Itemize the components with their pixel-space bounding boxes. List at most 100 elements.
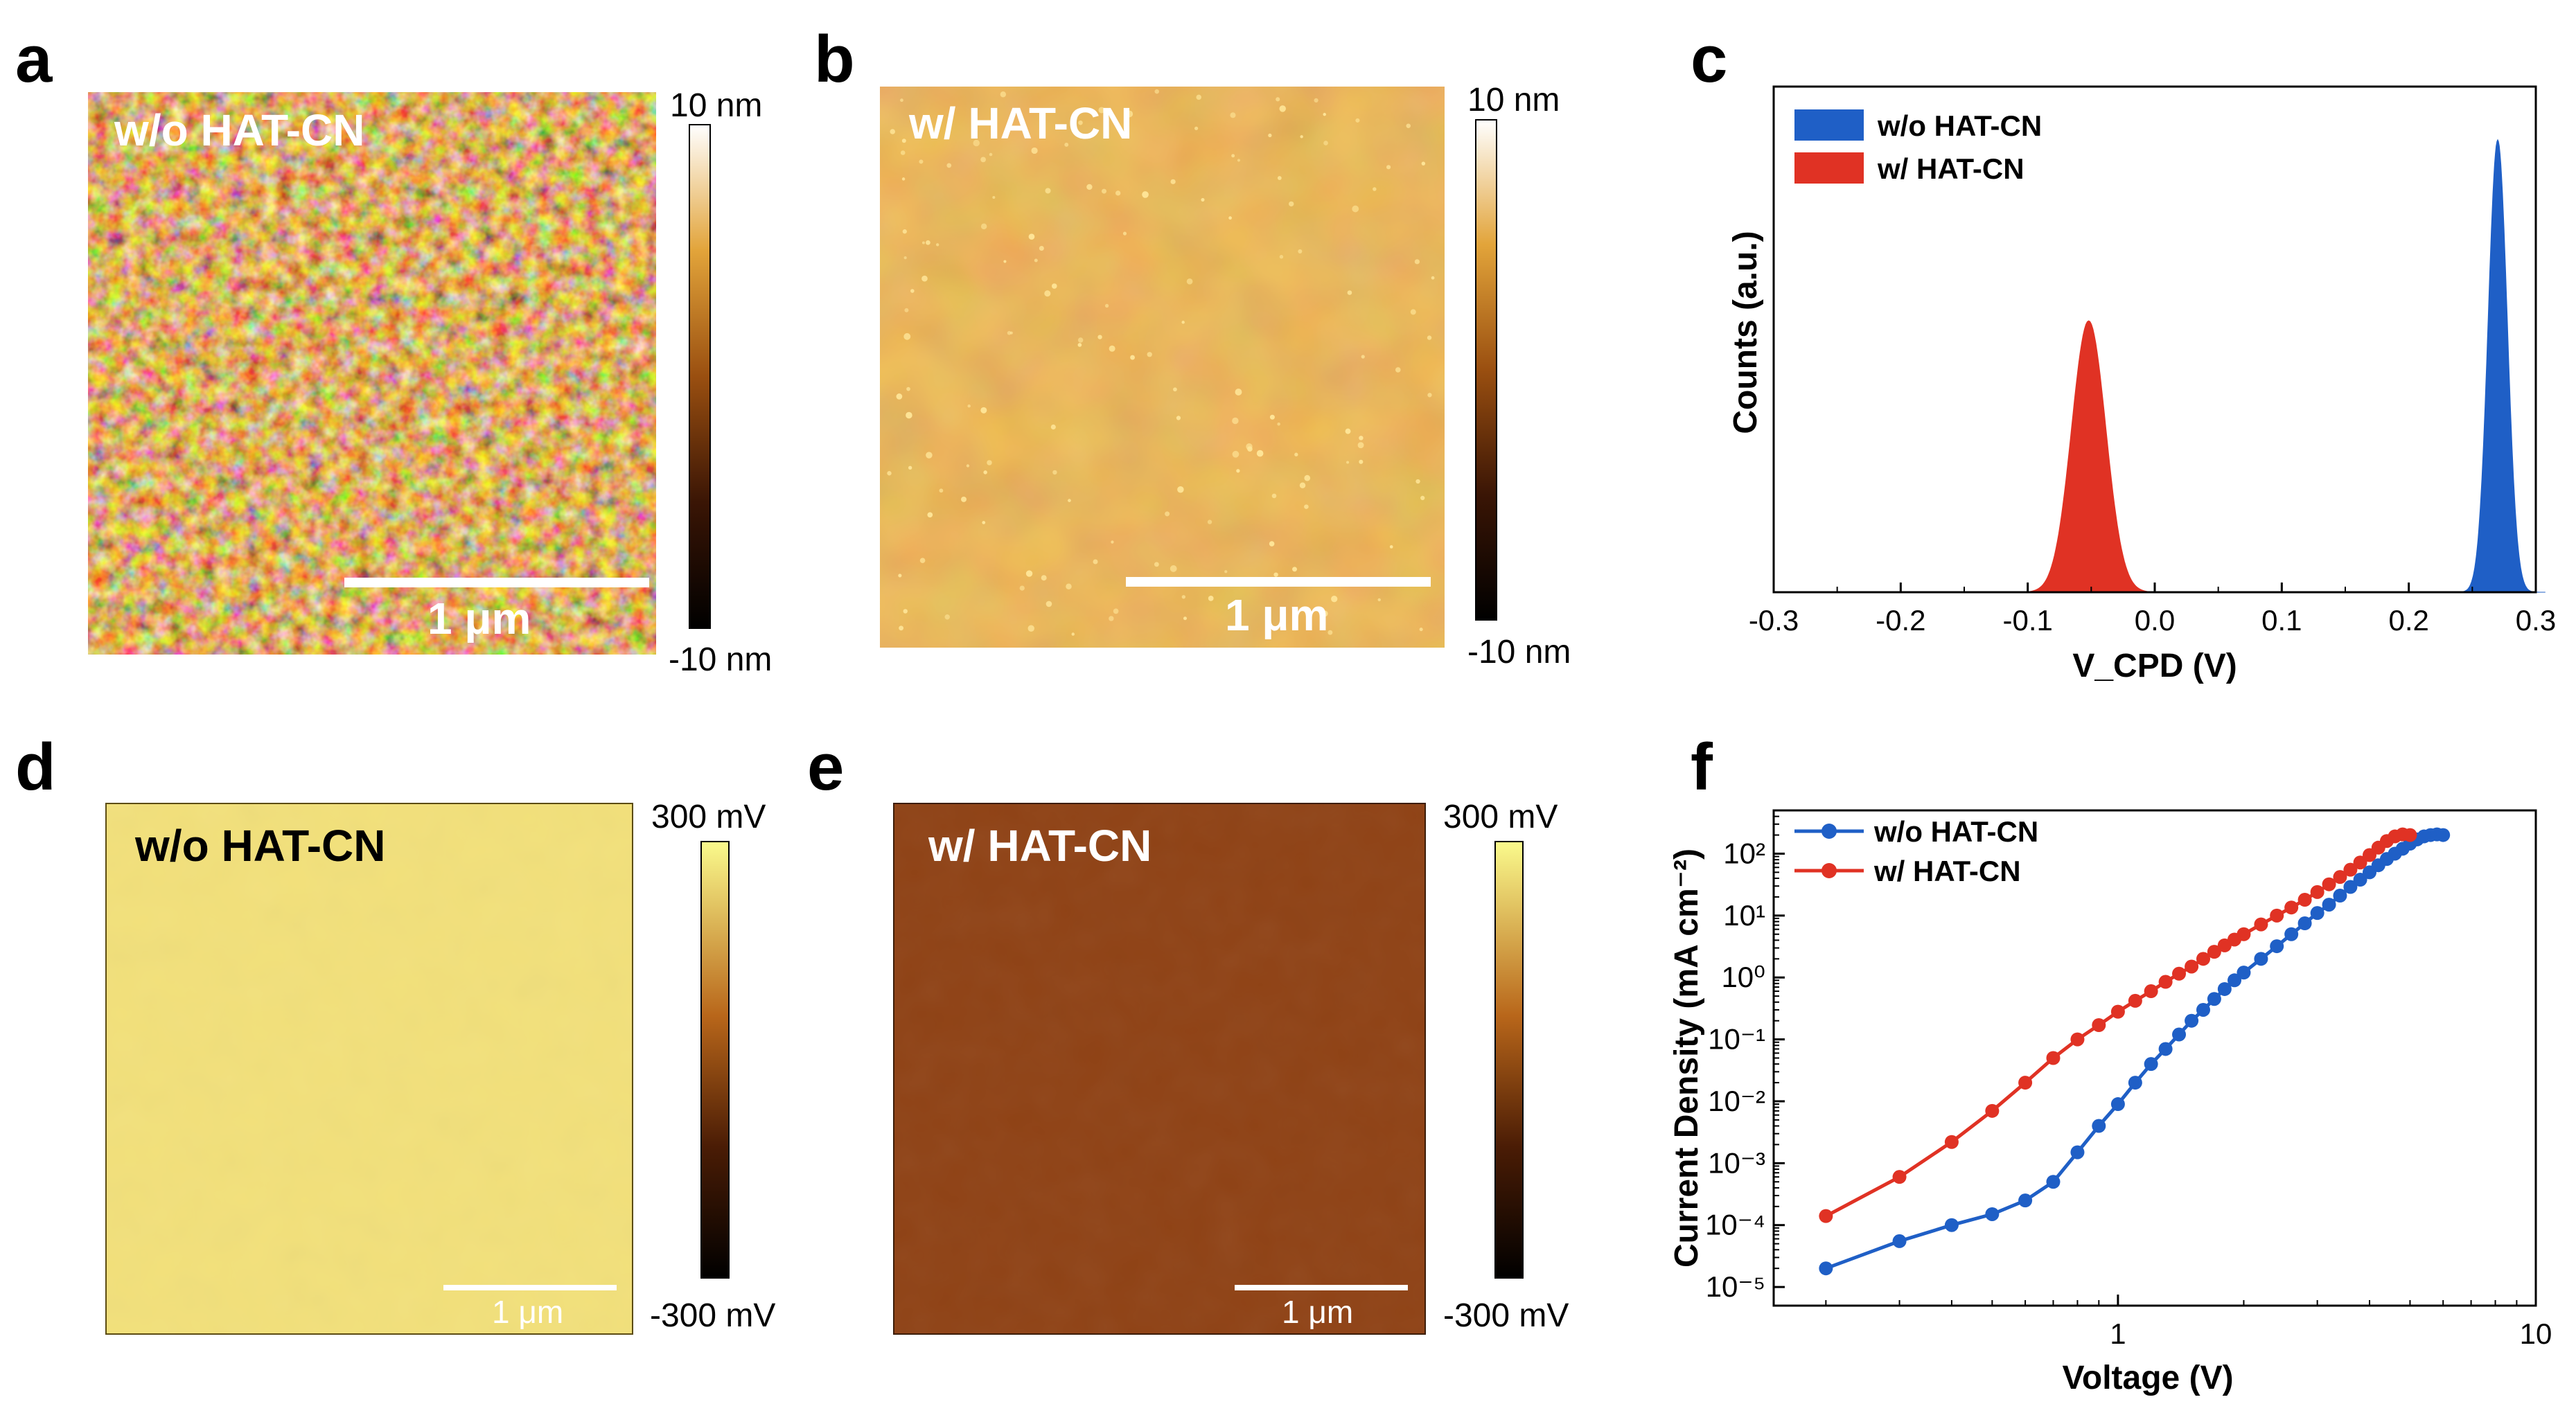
data-point	[1985, 1207, 2000, 1221]
data-point	[2343, 862, 2358, 877]
afm-grain	[1176, 416, 1181, 420]
y-tick-label: 10¹	[1723, 899, 1765, 932]
afm-grain	[1034, 258, 1038, 263]
afm-grain	[1045, 188, 1051, 194]
data-point	[2070, 1032, 2085, 1047]
afm-grain	[1039, 245, 1044, 251]
afm-grain	[1300, 135, 1303, 139]
afm-grain	[1373, 187, 1377, 191]
afm-grain	[1235, 388, 1242, 396]
afm-grain	[1122, 231, 1127, 236]
kpfm-image-d	[105, 803, 633, 1335]
data-point	[2333, 870, 2347, 885]
legend-label-1: w/ HAT-CN	[1873, 855, 2021, 887]
afm-grain	[1109, 616, 1114, 621]
afm-grain	[900, 150, 906, 155]
data-point	[2353, 855, 2367, 870]
data-point	[2284, 927, 2299, 941]
afm-grain	[1256, 450, 1264, 457]
afm-grain	[1046, 601, 1052, 607]
afm-grain	[1126, 110, 1133, 118]
afm-grain	[899, 625, 904, 631]
afm-grain	[980, 157, 986, 163]
data-point	[2297, 893, 2312, 907]
afm-grain	[1050, 424, 1056, 430]
afm-grain	[1051, 283, 1057, 289]
data-point	[2270, 908, 2284, 923]
data-point	[2144, 1057, 2158, 1072]
afm-grain	[921, 275, 928, 282]
data-point	[2333, 889, 2347, 903]
afm-grain	[982, 521, 986, 524]
data-point	[2018, 1076, 2033, 1090]
data-point	[2284, 900, 2299, 915]
legend-marker-1	[1821, 863, 1837, 878]
legend-marker-0	[1821, 824, 1837, 839]
afm-grain	[1289, 201, 1294, 207]
data-point	[2353, 873, 2367, 887]
afm-grain	[1299, 482, 1306, 488]
afm-grain	[1041, 575, 1047, 581]
afm-grain	[1066, 583, 1072, 590]
afm-grain	[890, 129, 895, 134]
data-point	[1944, 1135, 1959, 1149]
afm-grain	[983, 470, 987, 474]
data-point	[1892, 1234, 1907, 1248]
x-axis-title: V_CPD (V)	[2072, 648, 2237, 684]
afm-grain	[1044, 290, 1051, 297]
x-tick-label: -0.1	[2002, 604, 2052, 637]
afm-grain	[910, 289, 915, 293]
cpd-distribution-1	[2002, 320, 2175, 593]
afm-grain	[1196, 94, 1201, 100]
afm-grain	[1230, 112, 1236, 118]
x-axis-title: Voltage (V)	[2062, 1360, 2233, 1396]
afm-grain	[1355, 118, 1360, 123]
afm-grain	[1345, 428, 1351, 434]
afm-grain	[900, 98, 903, 103]
colorbar-min-e: -300 mV	[1443, 1297, 1569, 1334]
colorbar-max-d: 300 mV	[651, 799, 766, 835]
afm-grain	[919, 159, 924, 164]
afm-grain	[1277, 423, 1280, 426]
afm-grain	[1377, 598, 1381, 602]
afm-grain	[1269, 541, 1275, 547]
afm-grain	[1298, 249, 1303, 254]
panel-letter-d: d	[15, 730, 56, 804]
data-point	[2322, 877, 2336, 891]
y-tick-label: 10²	[1723, 837, 1765, 869]
data-point	[2092, 1119, 2106, 1133]
afm-grain	[1304, 504, 1309, 509]
colorbar-max-b: 10 nm	[1467, 82, 1560, 118]
afm-grain	[1276, 97, 1280, 102]
afm-grain	[1277, 176, 1282, 180]
afm-grain	[989, 152, 993, 157]
data-point	[2185, 1013, 2199, 1028]
afm-grain	[992, 195, 996, 199]
afm-grain	[1147, 352, 1152, 357]
data-point	[2172, 1027, 2187, 1042]
data-point	[2227, 973, 2242, 988]
legend-swatch-1	[1794, 152, 1864, 184]
afm-grain	[1415, 479, 1420, 484]
afm-grain	[1386, 165, 1391, 170]
afm-grain	[961, 496, 967, 502]
afm-grain	[903, 609, 908, 614]
afm-grain	[1389, 545, 1393, 549]
data-point	[2310, 906, 2324, 921]
afm-grain	[1186, 278, 1193, 285]
cpd-distribution-0	[2450, 139, 2546, 593]
data-point	[1985, 1103, 2000, 1118]
afm-grain	[1025, 570, 1033, 577]
data-point	[2185, 959, 2199, 974]
afm-grain	[1292, 567, 1298, 572]
afm-grain	[1236, 469, 1240, 473]
afm-grain	[919, 558, 926, 564]
x-tick-label: -0.2	[1876, 604, 1925, 637]
afm-grain	[944, 614, 950, 620]
data-point	[2110, 1004, 2125, 1019]
afm-grain	[1421, 161, 1426, 166]
afm-grain	[1361, 355, 1365, 359]
y-tick-label: 10⁻¹	[1708, 1023, 1765, 1056]
afm-grain	[1064, 143, 1069, 147]
